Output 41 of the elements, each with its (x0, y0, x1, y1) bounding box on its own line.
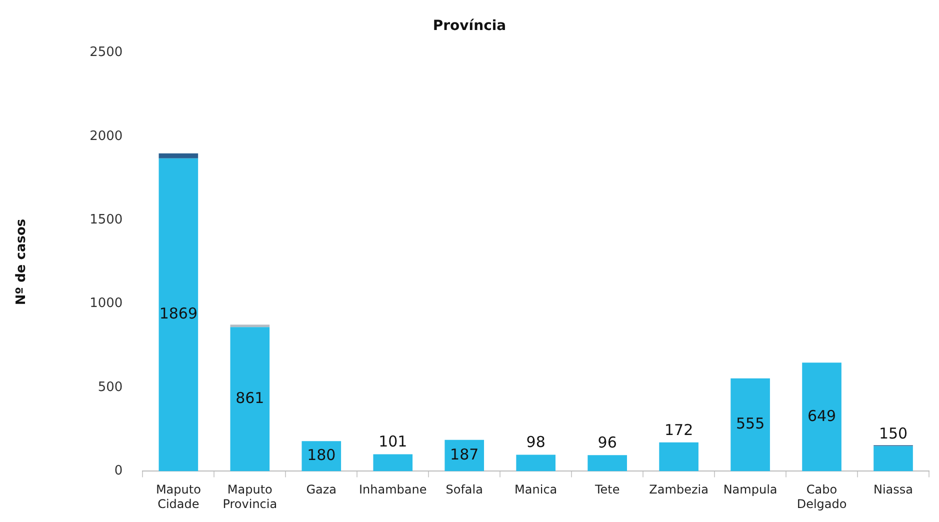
x-tick-label: Nampula (723, 482, 778, 497)
y-tick-label: 2000 (90, 128, 123, 144)
data-label: 172 (664, 420, 694, 439)
y-tick-label: 1000 (90, 296, 123, 312)
x-tick-label: Gaza (306, 482, 337, 497)
x-tick-label: Zambezia (649, 482, 708, 497)
data-label: 187 (450, 445, 479, 464)
bar (158, 153, 198, 158)
x-tick-label: Cabo Delgado (796, 482, 847, 511)
y-tick-label: 1500 (90, 212, 123, 228)
x-tick-label: Maputo Provincia (222, 482, 278, 511)
bar (874, 446, 913, 472)
bar (158, 158, 198, 472)
data-label: 1869 (159, 304, 198, 323)
bar (373, 454, 413, 472)
data-label: 555 (736, 414, 765, 433)
x-tick-label: Maputo Cidade (156, 482, 201, 511)
bar (659, 442, 698, 472)
data-label: 150 (878, 424, 908, 442)
data-label: 96 (598, 434, 617, 452)
bar (230, 324, 270, 328)
data-label: 101 (378, 432, 408, 451)
data-label: 180 (307, 446, 336, 464)
x-tick-label: Manica (514, 482, 558, 497)
data-label: 98 (526, 433, 546, 452)
x-tick-label: Sofala (446, 482, 483, 497)
chart-title: Província (432, 18, 506, 34)
x-tick-label: Inhambane (358, 482, 427, 497)
bar (230, 327, 270, 472)
bar (730, 378, 770, 472)
x-tick-label: Tete (594, 482, 620, 497)
bar (588, 455, 627, 472)
y-tick-label: 500 (98, 380, 123, 395)
y-tick-label: 0 (114, 464, 123, 479)
y-tick-label: 2500 (90, 45, 123, 60)
data-label: 649 (807, 406, 836, 425)
bar (516, 454, 556, 472)
bar (802, 362, 842, 472)
x-tick-label: Niassa (873, 482, 914, 497)
data-label: 861 (236, 389, 264, 408)
y-axis-title: Nº de casos (14, 218, 30, 306)
